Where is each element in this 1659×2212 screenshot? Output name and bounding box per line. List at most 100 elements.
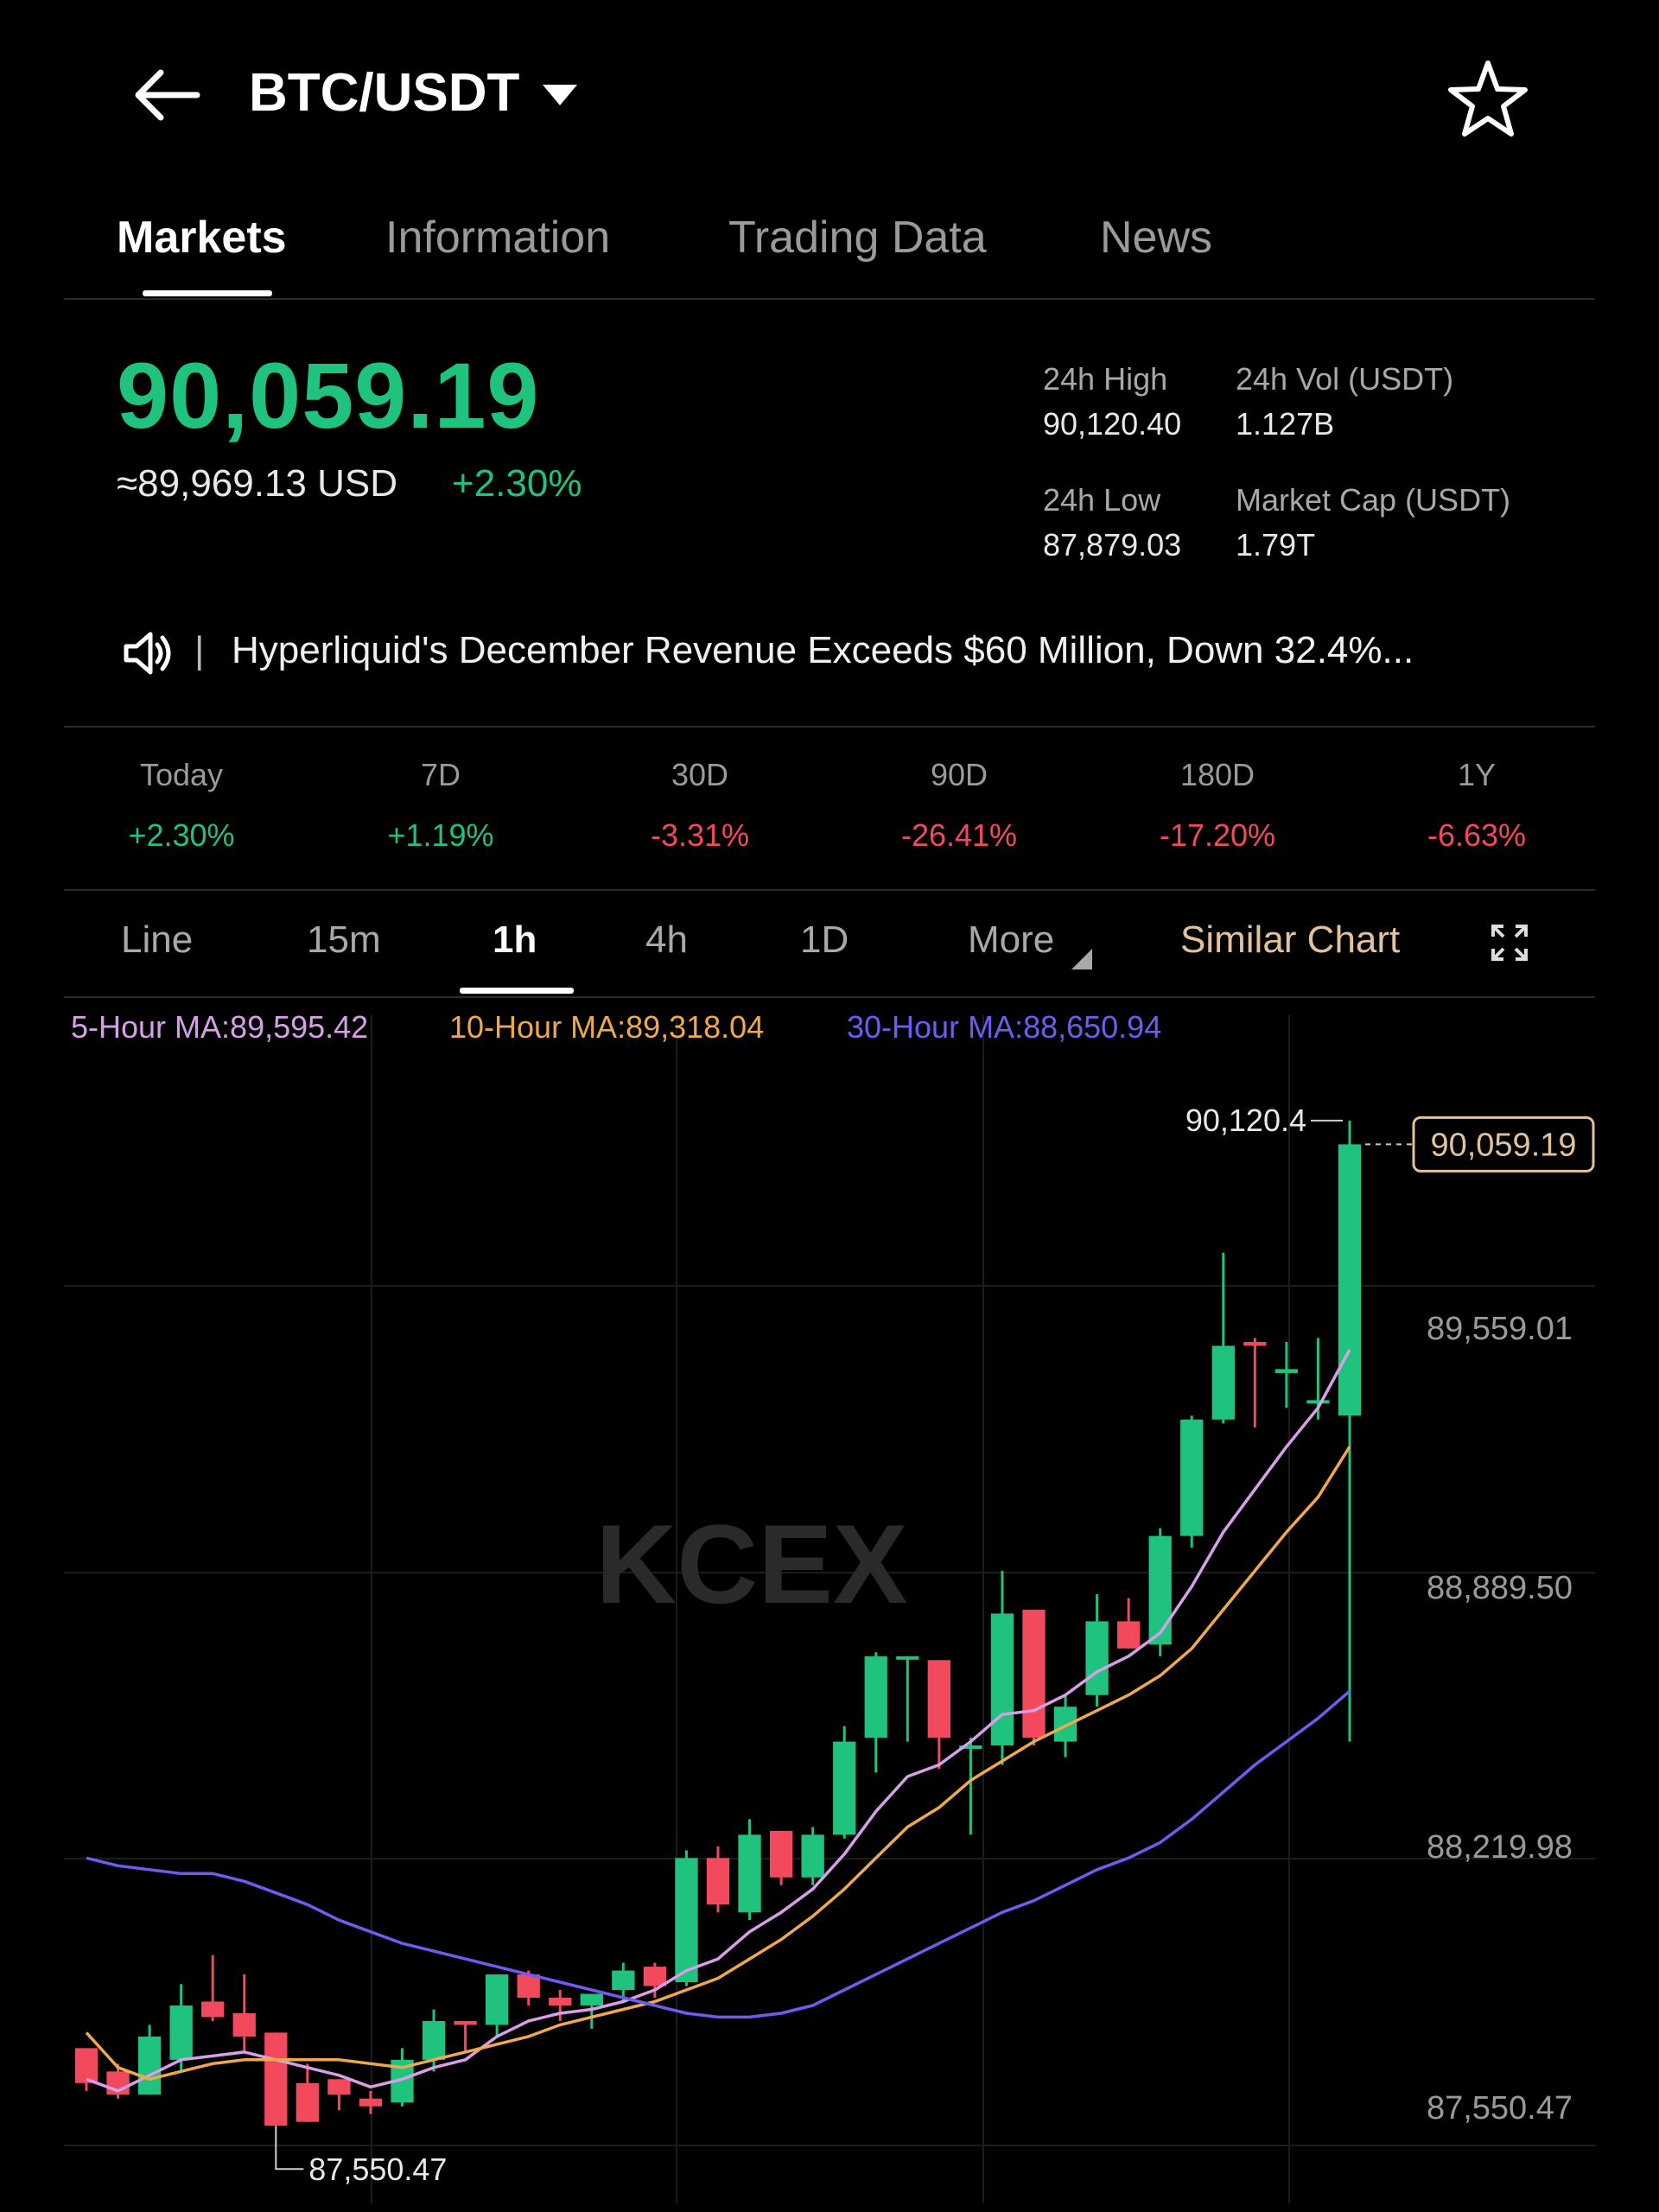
candle-body [454, 2020, 477, 2025]
candle-body [1243, 1342, 1267, 1346]
candle-body [549, 1997, 572, 2005]
speaker-icon [124, 632, 171, 675]
perf-label-90d: 90D [930, 757, 988, 792]
interval-15m[interactable]: 15m [307, 918, 381, 961]
candle-body [1148, 1535, 1172, 1645]
pair-title[interactable]: BTC/USDT [249, 63, 520, 123]
perf-value-1y: -6.63% [1427, 817, 1527, 853]
fullscreen-icon[interactable] [1490, 923, 1529, 963]
candle-body [706, 1858, 730, 1905]
last-price: 90,059.19 [117, 343, 540, 448]
stat-24h-high-value: 90,120.40 [1043, 406, 1182, 442]
perf-label-7d: 7D [420, 757, 461, 792]
candle-body [580, 1993, 603, 2005]
y-tick-label: 87,550.47 [1427, 2090, 1573, 2126]
perf-label-180d: 180D [1179, 757, 1255, 792]
candle-body [1211, 1345, 1235, 1420]
candlestick-chart[interactable]: KCEX 89,559.01 88,889.50 88,219.98 87,550.47… [0, 994, 1659, 2212]
perf-label-30d: 30D [671, 757, 729, 792]
candle-body [201, 2001, 225, 2018]
candle-body [517, 1974, 540, 1998]
divider [64, 996, 1595, 998]
usd-equivalent: ≈89,969.13 USD [117, 462, 398, 505]
ma-line [85, 1446, 1351, 2082]
candle-body [738, 1834, 761, 1913]
candle-body [485, 1974, 509, 2025]
stat-24h-vol-value: 1.127B [1236, 406, 1335, 442]
candle-body [1022, 1609, 1046, 1738]
candle-body [1053, 1707, 1077, 1742]
y-tick-label: 88,889.50 [1427, 1570, 1573, 1606]
ma-line [86, 1349, 1351, 2093]
candle-body [801, 1834, 824, 1878]
candle-body [896, 1656, 919, 1660]
divider [64, 298, 1595, 300]
perf-value-today: +2.30% [128, 817, 235, 853]
ma30-legend: 30-Hour MA:88,650.94 [847, 1009, 1162, 1045]
current-price-label: 90,059.19 [1430, 1127, 1576, 1163]
news-separator: | [194, 629, 205, 671]
active-interval-indicator [460, 988, 574, 994]
candle-body [1180, 1419, 1204, 1536]
y-tick-label: 89,559.01 [1427, 1311, 1573, 1347]
perf-value-30d: -3.31% [650, 817, 750, 853]
tab-trading-data[interactable]: Trading Data [728, 213, 987, 263]
stat-24h-low-label: 24h Low [1043, 482, 1161, 518]
candle-body [612, 1970, 635, 1991]
divider [64, 726, 1595, 728]
low-label: 87,550.47 [308, 2152, 447, 2187]
interval-1h[interactable]: 1h [493, 918, 537, 961]
candle-body [675, 1858, 698, 1983]
top-bar: BTC/USDT [0, 0, 1659, 173]
similar-chart-button[interactable]: Similar Chart [1180, 918, 1401, 961]
high-label: 90,120.4 [1185, 1103, 1306, 1138]
kcex-watermark: KCEX [595, 1501, 907, 1627]
candle-body [1116, 1621, 1141, 1649]
tab-markets[interactable]: Markets [117, 213, 287, 263]
tab-information[interactable]: Information [385, 213, 611, 263]
interval-1d[interactable]: 1D [800, 918, 849, 961]
candle-body [990, 1613, 1014, 1746]
perf-value-180d: -17.20% [1159, 817, 1276, 853]
ma-line [86, 1689, 1351, 2019]
stat-24h-high-label: 24h High [1043, 361, 1168, 397]
chevron-down-icon[interactable] [543, 85, 577, 105]
interval-4h[interactable]: 4h [645, 918, 688, 961]
perf-value-90d: -26.41% [900, 817, 1018, 853]
candle-body [137, 2036, 162, 2095]
stat-24h-low-value: 87,879.03 [1043, 527, 1182, 563]
candle-body [1338, 1144, 1362, 1416]
candle-body [169, 2005, 193, 2060]
candle-body [769, 1830, 793, 1878]
candle-body [864, 1656, 887, 1738]
candle-body [359, 2098, 383, 2107]
candle-body [264, 2032, 288, 2126]
interval-more[interactable]: More [968, 918, 1055, 961]
star-icon[interactable] [1445, 56, 1531, 143]
candle-body [927, 1660, 951, 1738]
arrow-left-icon[interactable] [130, 60, 207, 130]
candle-body [422, 2020, 446, 2060]
candle-body [1085, 1621, 1109, 1695]
news-headline[interactable]: Hyperliquid's December Revenue Exceeds $… [232, 629, 1414, 671]
low-marker-line [275, 2126, 304, 2171]
stat-24h-vol-label: 24h Vol (USDT) [1236, 361, 1454, 397]
candle-body [643, 1967, 667, 1986]
divider [64, 889, 1595, 891]
candle-body [232, 2012, 256, 2037]
interval-line[interactable]: Line [121, 918, 194, 961]
candle-body [1274, 1369, 1299, 1373]
more-dropdown-icon [1071, 949, 1092, 969]
perf-label-today: Today [139, 757, 224, 792]
ma5-legend: 5-Hour MA:89,595.42 [71, 1009, 369, 1045]
price-change-percent: +2.30% [452, 462, 582, 505]
candle-body [833, 1741, 856, 1835]
candle-body [74, 2048, 99, 2083]
candle-body [296, 2082, 320, 2122]
stat-market-cap-value: 1.79T [1236, 527, 1316, 563]
candle-body [1306, 1400, 1330, 1404]
candle-body [959, 1745, 982, 1750]
tab-news[interactable]: News [1100, 213, 1213, 263]
perf-label-1y: 1Y [1457, 757, 1497, 792]
y-tick-label: 88,219.98 [1427, 1829, 1573, 1866]
